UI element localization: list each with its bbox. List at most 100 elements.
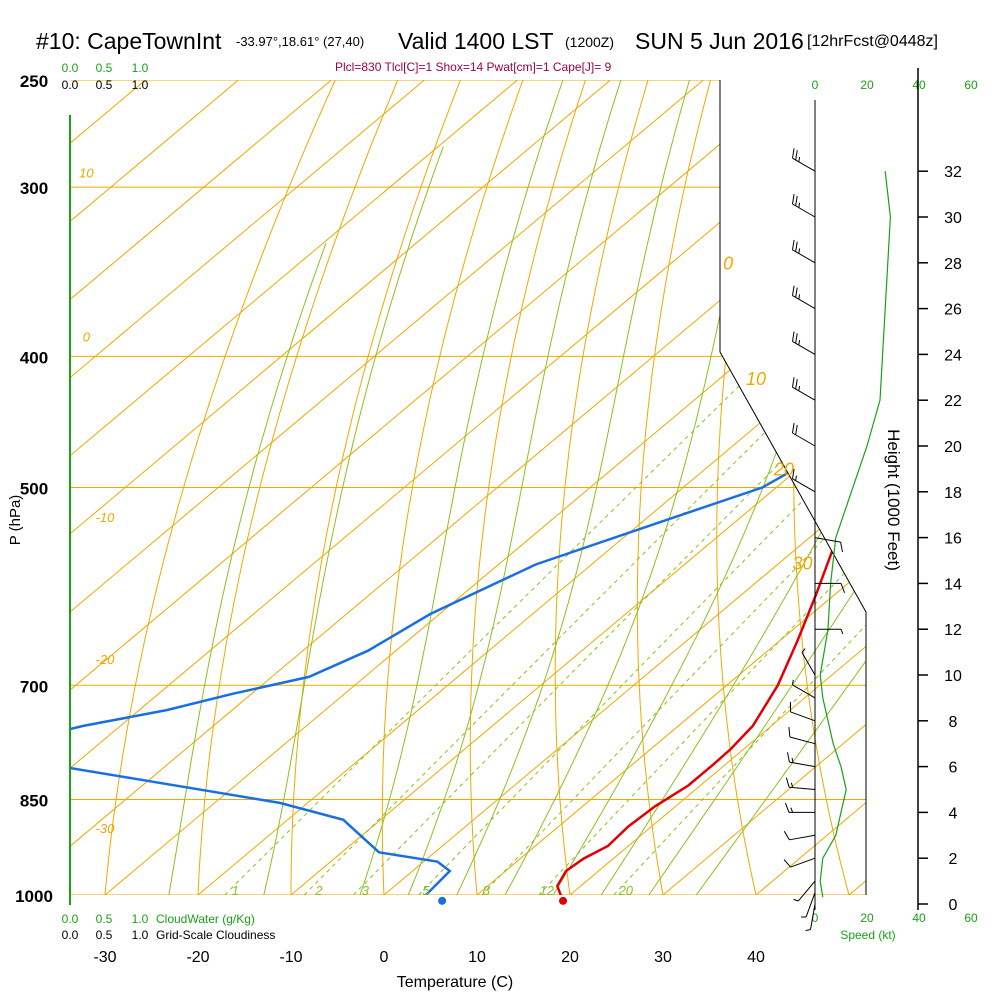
pressure-tick-label: 500 xyxy=(20,480,48,499)
wind-barb xyxy=(788,726,816,745)
isotherm-line xyxy=(70,80,239,895)
wind-speed-profile xyxy=(819,171,892,898)
wind-barb-flag xyxy=(795,475,797,481)
wind-barb xyxy=(791,331,816,355)
wind-barb-flag xyxy=(790,807,794,813)
height-tick-label: 8 xyxy=(949,714,958,731)
wind-barb-flag xyxy=(791,423,795,434)
wind-barb xyxy=(791,148,816,172)
wind-barb-shaft xyxy=(805,892,816,918)
dry-adiabat xyxy=(469,80,594,895)
moist-adiabat xyxy=(349,80,572,895)
wind-barb-shaft xyxy=(789,834,816,841)
wind-barb-flag xyxy=(798,156,801,162)
temperature-axis-label: Temperature (C) xyxy=(397,974,513,991)
wind-barb-shaft xyxy=(792,203,816,218)
temperature-tick-label: 10 xyxy=(468,949,486,966)
temperature-tick-label: -30 xyxy=(93,949,116,966)
top-cloud-scale-black: 0.0 xyxy=(62,78,79,92)
surface-temperature-dot xyxy=(559,896,568,905)
wind-barb-flag xyxy=(795,379,798,390)
wind-barb-shaft xyxy=(792,684,816,699)
wind-speed-axis-label: Speed (kt) xyxy=(840,928,895,942)
height-tick-label: 28 xyxy=(944,256,962,273)
wind-barb-flag xyxy=(840,583,846,593)
isotherm-label: 10 xyxy=(79,165,94,180)
dry-adiabat xyxy=(868,56,951,924)
stability-parameters: Plcl=830 Tlcl[C]=1 Shox=14 Pwat[cm]=1 Ca… xyxy=(335,60,612,74)
moist-adiabat xyxy=(442,80,698,895)
wind-barb-shaft xyxy=(792,478,816,493)
wind-barb xyxy=(791,468,816,493)
isotherm-label: -30 xyxy=(96,821,116,836)
height-tick-label: 18 xyxy=(944,485,962,502)
moist-adiabat xyxy=(674,80,866,895)
pressure-tick-label: 850 xyxy=(20,791,48,810)
isotherm-line xyxy=(70,80,332,895)
wind-barb-shaft xyxy=(792,157,816,172)
wind-speed-tick-bottom: 0 xyxy=(812,911,819,925)
wind-barb xyxy=(791,239,816,264)
wind-barb-shaft xyxy=(789,786,816,790)
wind-barb-shaft xyxy=(792,432,816,447)
wind-speed-tick-top: 60 xyxy=(964,78,978,92)
wind-barb-shaft xyxy=(792,295,816,310)
wind-barb-flag xyxy=(795,287,798,298)
height-tick-label: 14 xyxy=(944,576,962,593)
mixing-ratio-line xyxy=(613,355,866,895)
dry-adiabat xyxy=(290,80,471,895)
moist-adiabat xyxy=(395,80,630,895)
wind-barb xyxy=(784,802,815,813)
wind-barb-shaft xyxy=(789,761,816,768)
wind-speed-tick-bottom: 40 xyxy=(912,911,926,925)
wind-barb-flag xyxy=(787,752,790,763)
wind-speed-tick-top: 20 xyxy=(860,78,874,92)
top-cloud-scale-green: 0.0 xyxy=(62,61,79,75)
height-tick-label: 6 xyxy=(949,760,958,777)
dry-adiabat-label: 30 xyxy=(792,554,812,574)
wind-barb-flag xyxy=(791,377,795,388)
forecast-date: SUN 5 Jun 2016 xyxy=(635,28,804,54)
mixing-ratio-label: 12 xyxy=(540,883,555,898)
wind-barb-flag xyxy=(790,782,794,788)
isotherm-line xyxy=(70,80,611,895)
valid-time: Valid 1400 LST xyxy=(398,28,554,54)
height-tick-label: 12 xyxy=(944,622,962,639)
isotherm-line xyxy=(662,80,866,895)
moist-adiabat xyxy=(581,80,866,895)
height-tick-label: 22 xyxy=(944,393,962,410)
cloud-water-scale-tick: 1.0 xyxy=(132,912,149,926)
wind-barb-flag xyxy=(798,385,801,391)
wind-barb xyxy=(815,628,844,635)
wind-barb-flag xyxy=(798,294,801,300)
cloudiness-scale-tick: 0.0 xyxy=(62,928,79,942)
wind-barb xyxy=(783,830,816,841)
isotherm-line xyxy=(70,80,797,895)
height-tick-label: 32 xyxy=(944,164,962,181)
wind-barb-flag xyxy=(805,929,811,932)
chart-header: #10: CapeTownInt -33.97°,18.61° (27,40) … xyxy=(0,0,1000,80)
isotherm-label: 0 xyxy=(83,329,91,344)
mixing-ratio-label: 3 xyxy=(362,883,370,898)
dry-adiabat-label: 0 xyxy=(723,253,733,273)
wind-barb-flag xyxy=(791,468,795,479)
mixing-ratio-line xyxy=(353,355,866,895)
temperature-profile xyxy=(555,125,866,895)
height-tick-label: 10 xyxy=(944,668,962,685)
moist-adiabat xyxy=(488,80,780,895)
wind-barb xyxy=(787,752,816,768)
mixing-ratio-label: 20 xyxy=(618,883,634,898)
isotherm-line xyxy=(70,80,704,895)
wind-barb-flag xyxy=(795,333,798,344)
pressure-tick-label: 300 xyxy=(20,179,48,198)
wind-barb-flag xyxy=(840,629,844,635)
isotherm-label: -10 xyxy=(96,510,116,525)
cloudiness-label: Grid-Scale Cloudiness xyxy=(156,928,275,942)
wind-barb xyxy=(791,285,816,310)
height-tick-label: 0 xyxy=(949,897,958,914)
wind-barb xyxy=(814,537,843,553)
temperature-tick-label: -10 xyxy=(279,949,302,966)
pressure-tick-label: 400 xyxy=(20,348,48,367)
temperature-tick-label: 0 xyxy=(380,949,389,966)
wind-barb xyxy=(793,880,816,902)
